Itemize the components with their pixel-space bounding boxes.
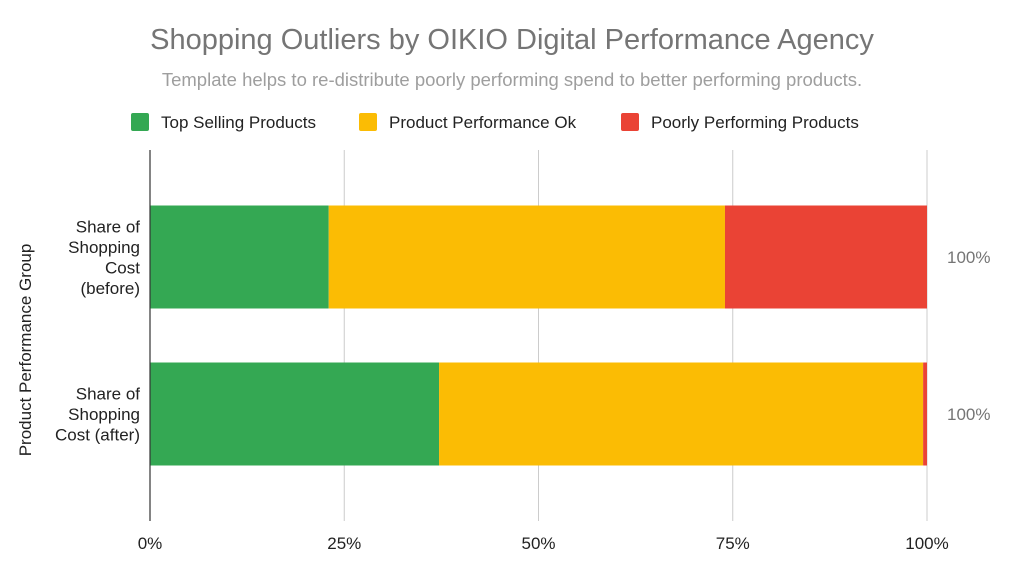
category-label: Share of Shopping Cost (after) [55,385,140,445]
x-tick-label: 50% [521,534,555,553]
legend-label: Product Performance Ok [389,113,577,132]
bar-segment [439,362,924,466]
bar-segment [150,205,329,309]
bar-segment [328,205,725,309]
chart-title: Shopping Outliers by OIKIO Digital Perfo… [150,24,874,56]
category-label-line: Share of [76,385,141,404]
y-axis-title: Product Performance Group [16,244,35,457]
bar-segment [923,362,927,466]
legend-swatch [621,113,639,131]
x-tick-label: 75% [716,534,750,553]
total-label: 100% [947,405,990,424]
legend-label: Top Selling Products [161,113,316,132]
legend-swatch [131,113,149,131]
category-label: Share of Shopping Cost (before) [68,217,140,298]
category-label-line: (before) [80,279,140,298]
category-label-line: Cost (after) [55,426,140,445]
category-label-line: Cost [105,258,140,277]
category-label-line: Share of [76,217,141,236]
category-label-line: Shopping [68,405,140,424]
category-label-line: Shopping [68,238,140,257]
legend-swatch [359,113,377,131]
x-tick-label: 0% [138,534,163,553]
x-tick-label: 100% [905,534,948,553]
x-tick-label: 25% [327,534,361,553]
chart-subtitle: Template helps to re-distribute poorly p… [161,69,863,90]
legend-label: Poorly Performing Products [651,113,859,132]
bar-segment [150,362,440,466]
bar-segment [724,205,927,309]
total-label: 100% [947,248,990,267]
